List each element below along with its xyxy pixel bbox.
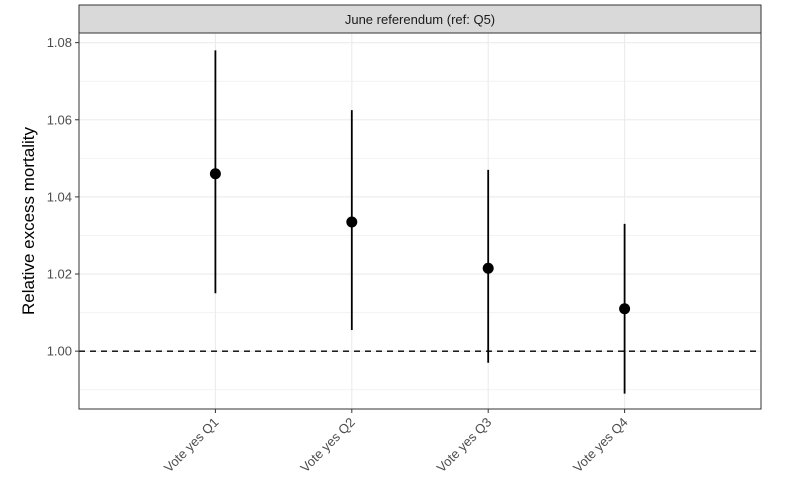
minor-gridlines <box>79 80 761 391</box>
x-tick-label: Vote yes Q3 <box>434 415 495 476</box>
plot-panel <box>79 33 761 409</box>
plot-panel-border <box>78 32 762 410</box>
x-tick-label: Vote yes Q4 <box>570 415 631 476</box>
y-tick-label: 1.06 <box>47 112 72 127</box>
x-tick-label: Vote yes Q1 <box>161 415 222 476</box>
point-estimate <box>346 216 358 228</box>
y-axis-ticks: 1.00 1.02 1.04 1.06 1.08 <box>47 35 79 359</box>
y-axis-title: Relative excess mortality <box>19 127 38 316</box>
x-tick-label: Vote yes Q2 <box>297 415 358 476</box>
y-tick-label: 1.04 <box>47 189 72 204</box>
x-axis-ticks: Vote yes Q1 Vote yes Q2 Vote yes Q3 Vote ye… <box>161 409 631 475</box>
point-estimate <box>482 262 494 274</box>
point-estimate <box>619 303 631 315</box>
facet-title: June referendum (ref: Q5) <box>345 12 495 27</box>
y-tick-label: 1.00 <box>47 344 72 359</box>
y-tick-label: 1.08 <box>47 35 72 50</box>
point-estimate <box>209 168 221 180</box>
facet-strip <box>78 4 762 34</box>
point-estimates <box>209 168 631 315</box>
y-tick-label: 1.02 <box>47 267 72 282</box>
